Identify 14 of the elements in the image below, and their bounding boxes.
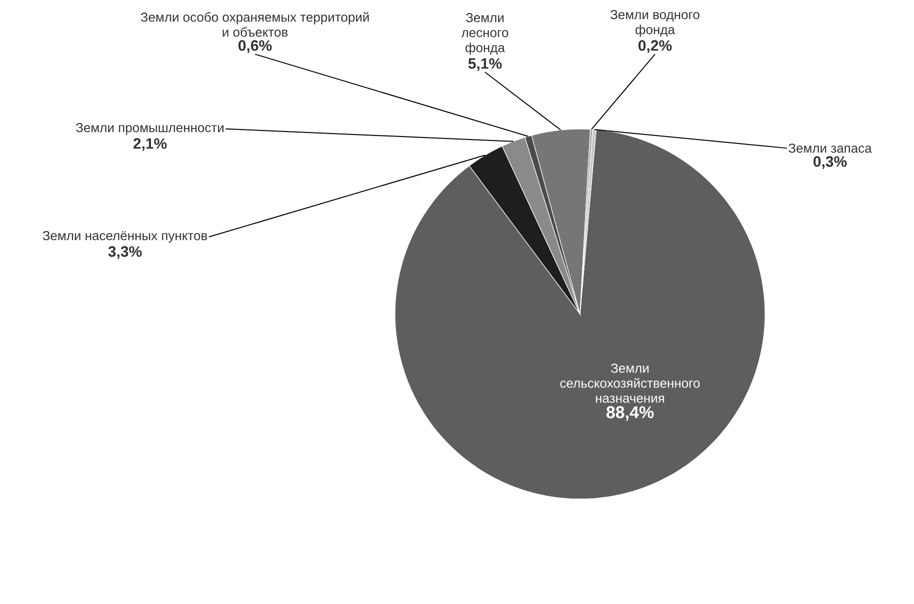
data-label: 88,4% <box>606 406 654 421</box>
data-label: 2,1% <box>133 138 167 151</box>
slice-label: Земли запаса <box>788 144 872 153</box>
data-label: 0,2% <box>638 40 672 53</box>
slice-label: Земли сельскохозяйственного назначения <box>560 364 700 403</box>
data-label: 0,6% <box>238 40 272 53</box>
data-label: 3,3% <box>108 246 142 259</box>
slice-label: Земли промышленности <box>76 123 224 135</box>
slice-label: Земли особо охраняемых территорий и объектов <box>140 12 369 37</box>
slice-label: Земли лесного фонда <box>461 13 508 55</box>
slice-label: Земли водного фонда <box>610 10 700 37</box>
data-label: 5,1% <box>468 58 502 71</box>
slice-label: Земли населённых пунктов <box>42 231 208 243</box>
data-label: 0,3% <box>814 156 847 169</box>
